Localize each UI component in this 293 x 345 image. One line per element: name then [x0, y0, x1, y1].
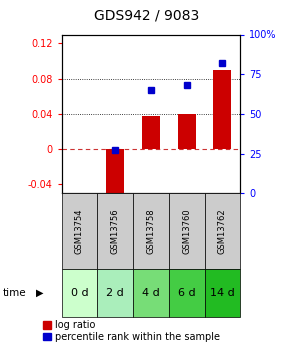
Text: GSM13760: GSM13760: [182, 208, 191, 254]
Text: time: time: [3, 288, 27, 298]
Legend: log ratio, percentile rank within the sample: log ratio, percentile rank within the sa…: [43, 321, 220, 342]
Bar: [214, 70, 231, 149]
Text: 6 d: 6 d: [178, 288, 195, 298]
Text: ▶: ▶: [36, 288, 43, 298]
Bar: [178, 114, 196, 149]
Text: GDS942 / 9083: GDS942 / 9083: [94, 9, 199, 22]
Bar: [106, 149, 124, 198]
Text: 14 d: 14 d: [210, 288, 235, 298]
Bar: [142, 116, 160, 149]
Text: 4 d: 4 d: [142, 288, 160, 298]
Text: GSM13754: GSM13754: [75, 208, 84, 254]
Text: GSM13758: GSM13758: [146, 208, 155, 254]
Text: GSM13762: GSM13762: [218, 208, 227, 254]
Text: 0 d: 0 d: [71, 288, 88, 298]
Text: 2 d: 2 d: [106, 288, 124, 298]
Text: GSM13756: GSM13756: [111, 208, 120, 254]
